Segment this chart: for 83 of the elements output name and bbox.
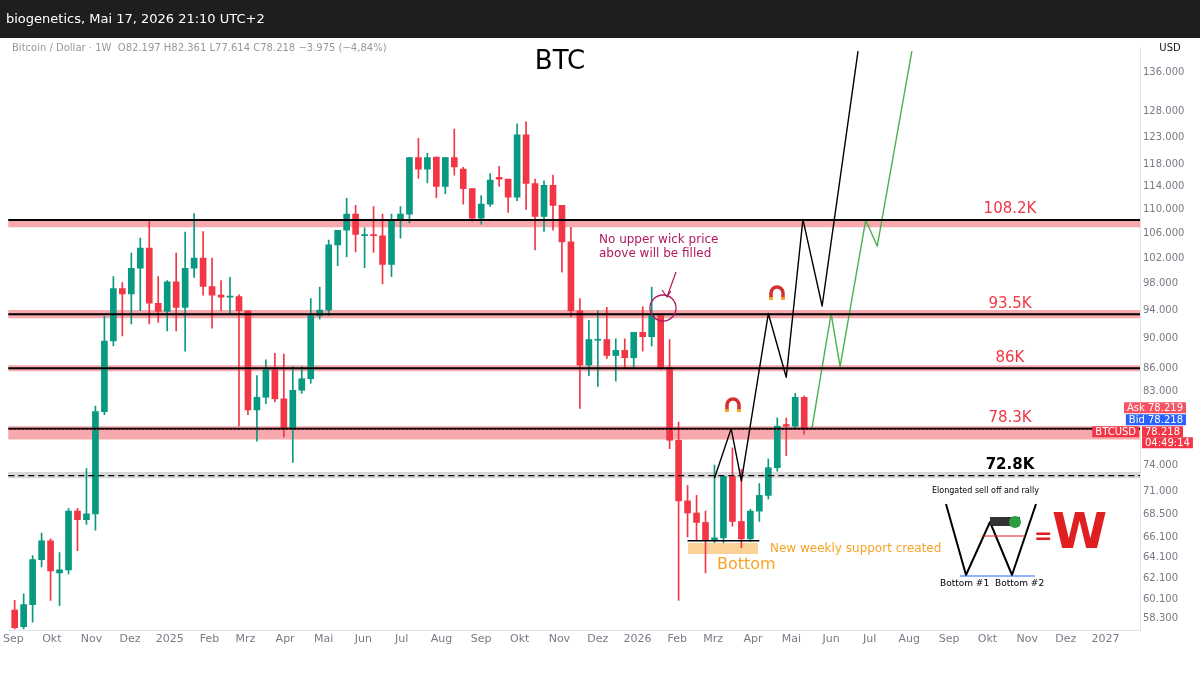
- annotation: Bid 78.218: [1128, 413, 1183, 425]
- x-tick-label: 2026: [623, 632, 652, 646]
- candlestick: [226, 277, 234, 314]
- y-axis-title: USD: [1159, 41, 1181, 53]
- x-tick-label: Jun: [821, 632, 840, 646]
- candlestick: [450, 128, 458, 176]
- candlestick: [208, 257, 216, 329]
- y-tick-label: 128.000: [1143, 105, 1185, 117]
- x-tick-label: Nov: [548, 632, 571, 646]
- x-tick-label: Jul: [394, 632, 409, 646]
- annotation: =: [1034, 522, 1053, 548]
- y-tick-label: 136.000: [1143, 66, 1185, 78]
- x-tick-label: Dez: [119, 632, 141, 646]
- x-tick-label: Nov: [1016, 632, 1039, 646]
- x-tick-label: Nov: [80, 632, 103, 646]
- y-tick-label: 58.300: [1143, 612, 1178, 624]
- y-tick-label: 106.000: [1143, 226, 1185, 238]
- candlestick: [594, 310, 602, 387]
- y-tick-label: 64.100: [1143, 551, 1178, 563]
- y-tick-label: 123.000: [1143, 130, 1185, 142]
- x-tick-label: Aug: [430, 632, 453, 646]
- x-tick-label: Mai: [313, 632, 334, 646]
- annotation: Elongated sell off and rally: [932, 486, 1040, 496]
- y-tick-label: 114.000: [1143, 179, 1185, 191]
- text: 78.218: [1145, 425, 1180, 437]
- ref-line-label: 93.5K: [988, 293, 1033, 312]
- x-tick-label: 2027: [1091, 632, 1120, 646]
- y-tick-label: 94.000: [1143, 304, 1178, 316]
- annotation: Ask 78.219: [1126, 401, 1183, 413]
- candlestick: [235, 294, 243, 427]
- ref-line-label: 108.2K: [983, 199, 1038, 218]
- candlestick: [639, 306, 647, 352]
- y-tick-label: 66.100: [1143, 531, 1178, 543]
- x-tick-label: Sep: [470, 632, 492, 646]
- x-tick-label: Dez: [587, 632, 609, 646]
- y-tick-label: 90.000: [1143, 332, 1178, 344]
- y-tick-label: 118.000: [1143, 157, 1185, 169]
- y-tick-label: 102.000: [1143, 251, 1185, 263]
- ref-line-label: 72.8K: [985, 454, 1036, 473]
- x-tick-label: Jul: [861, 632, 877, 646]
- annotation: Bottom #2: [995, 577, 1045, 588]
- x-tick-label: Aug: [898, 632, 921, 646]
- candlestick: [217, 280, 225, 312]
- x-tick-label: Dez: [1055, 632, 1077, 646]
- y-tick-label: 86.000: [1143, 361, 1178, 373]
- annotation: Bottom: [717, 554, 776, 574]
- y-tick-label: 98.000: [1143, 277, 1178, 289]
- y-tick-label: 74.000: [1143, 458, 1178, 470]
- x-tick-label: 2025: [155, 632, 184, 646]
- x-tick-label: Sep: [938, 632, 960, 646]
- x-tick-label: Sep: [3, 632, 24, 646]
- ref-line-label: 86K: [995, 347, 1026, 366]
- annotation: BTCUSD: [1095, 425, 1137, 437]
- y-tick-label: 62.100: [1143, 571, 1178, 583]
- ref-line-label: 78.3K: [988, 408, 1033, 427]
- x-tick-label: Feb: [199, 632, 220, 646]
- chart-title: BTC: [534, 44, 586, 75]
- y-tick-label: 68.500: [1143, 508, 1178, 520]
- annotation: Bottom #1: [940, 577, 990, 588]
- text: biogenetics, Mai 17, 2026 21:10 UTC+2: [0, 0, 1200, 38]
- x-tick-label: Mai: [781, 632, 802, 646]
- candlestick: [190, 213, 198, 278]
- y-tick-label: 110.000: [1143, 203, 1185, 214]
- annotation: No upper wick price above will be filled: [599, 232, 719, 261]
- y-tick-label: 71.000: [1143, 485, 1178, 497]
- x-tick-label: Mrz: [235, 632, 256, 646]
- x-tick-label: Apr: [743, 632, 763, 646]
- candlestick: [612, 338, 620, 382]
- candlestick: [154, 276, 162, 323]
- y-tick-label: 60.100: [1143, 592, 1178, 604]
- x-tick-label: Feb: [667, 632, 688, 646]
- chart-subtitle: Bitcoin / Dollar · 1W O82.197 H82.361 L77.614 C78.218 −3.975 (−4,84%): [12, 41, 387, 53]
- x-tick-label: Okt: [509, 632, 531, 646]
- x-tick-label: Mrz: [703, 632, 724, 646]
- y-tick-label: 83.000: [1143, 384, 1178, 396]
- x-tick-label: Okt: [42, 632, 63, 646]
- annotation: New weekly support created: [770, 541, 942, 556]
- candlestick: [782, 417, 790, 456]
- annotation: W: [1052, 501, 1108, 560]
- x-tick-label: Jun: [353, 632, 372, 646]
- x-tick-label: Okt: [977, 632, 998, 646]
- text: 04:49:14: [1145, 436, 1190, 448]
- x-tick-label: Apr: [275, 632, 296, 646]
